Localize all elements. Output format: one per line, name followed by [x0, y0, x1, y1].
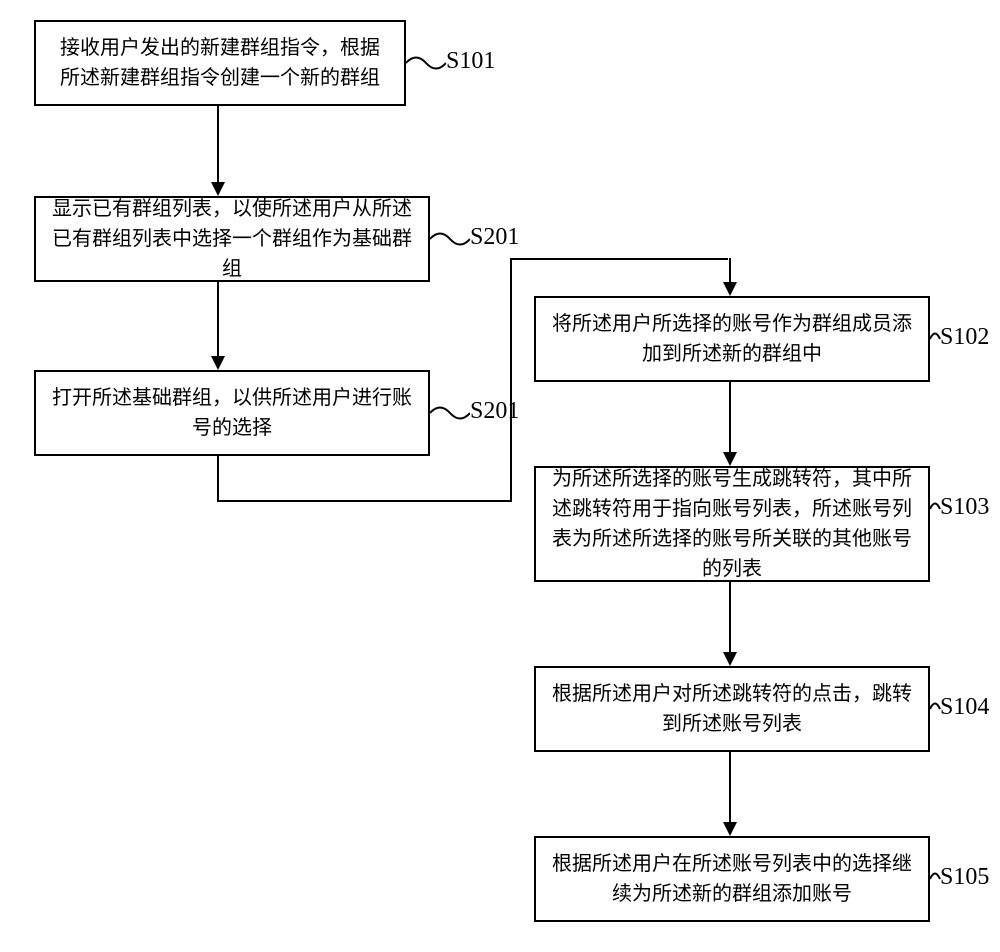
- arrow-head-icon: [211, 182, 225, 196]
- node-text: 将所述用户所选择的账号作为群组成员添加到所述新的群组中: [552, 309, 912, 369]
- step-label: S102: [940, 324, 989, 351]
- arrow-head-icon: [723, 652, 737, 666]
- arrow-line: [217, 282, 219, 356]
- node-text: 为所述所选择的账号生成跳转符，其中所述跳转符用于指向账号列表，所述账号列表为所述…: [552, 464, 912, 584]
- flowchart-node: 接收用户发出的新建群组指令，根据所述新建群组指令创建一个新的群组: [34, 20, 406, 106]
- node-text: 打开所述基础群组，以供所述用户进行账号的选择: [52, 383, 412, 443]
- arrow-line: [510, 258, 512, 502]
- step-label: S201: [470, 224, 519, 251]
- node-text: 接收用户发出的新建群组指令，根据所述新建群组指令创建一个新的群组: [52, 33, 388, 93]
- arrow-head-icon: [211, 356, 225, 370]
- step-label: S105: [940, 864, 989, 891]
- arrow-line: [217, 456, 219, 502]
- flowchart-node: 为所述所选择的账号生成跳转符，其中所述跳转符用于指向账号列表，所述账号列表为所述…: [534, 466, 930, 582]
- arrow-head-icon: [723, 822, 737, 836]
- flowchart-node: 打开所述基础群组，以供所述用户进行账号的选择: [34, 370, 430, 456]
- arrow-line: [217, 106, 219, 182]
- node-text: 根据所述用户对所述跳转符的点击，跳转到所述账号列表: [552, 679, 912, 739]
- squiggle-connector: [406, 54, 446, 72]
- squiggle-connector: [430, 404, 470, 422]
- arrow-line: [510, 258, 728, 260]
- arrow-head-icon: [723, 282, 737, 296]
- arrow-line: [729, 582, 731, 652]
- step-label: S104: [940, 694, 989, 721]
- squiggle-connector: [430, 230, 470, 248]
- arrow-line: [217, 500, 512, 502]
- flowchart-node: 根据所述用户在所述账号列表中的选择继续为所述新的群组添加账号: [534, 836, 930, 922]
- flowchart-node: 根据所述用户对所述跳转符的点击，跳转到所述账号列表: [534, 666, 930, 752]
- arrow-line: [729, 258, 731, 282]
- node-text: 根据所述用户在所述账号列表中的选择继续为所述新的群组添加账号: [552, 849, 912, 909]
- flowchart-node: 将所述用户所选择的账号作为群组成员添加到所述新的群组中: [534, 296, 930, 382]
- arrow-line: [729, 382, 731, 452]
- step-label: S103: [940, 494, 989, 521]
- step-label: S101: [446, 48, 495, 75]
- arrow-head-icon: [723, 452, 737, 466]
- flowchart-node: 显示已有群组列表，以使所述用户从所述已有群组列表中选择一个群组作为基础群组: [34, 196, 430, 282]
- arrow-line: [729, 752, 731, 822]
- node-text: 显示已有群组列表，以使所述用户从所述已有群组列表中选择一个群组作为基础群组: [52, 194, 412, 284]
